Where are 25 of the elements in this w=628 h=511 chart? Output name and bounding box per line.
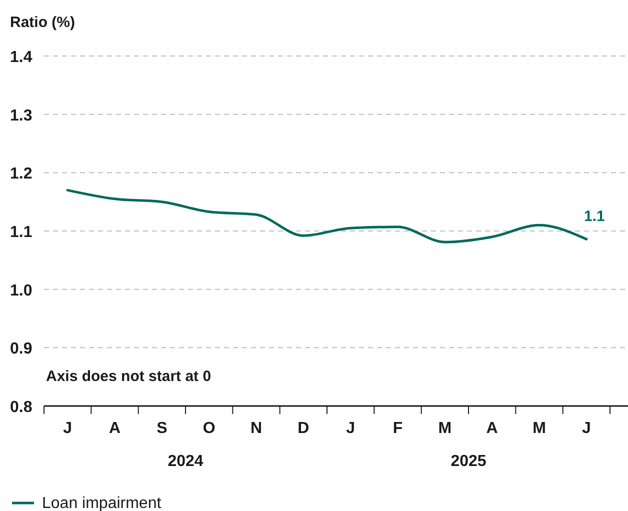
text: 2025 xyxy=(450,453,486,470)
x-tick-label: O xyxy=(202,420,216,437)
x-tick-label: N xyxy=(250,420,262,437)
data-label: 1.1 xyxy=(584,208,605,226)
y-axis-title: Ratio (%) xyxy=(10,14,75,31)
x-tick-label: M xyxy=(532,420,546,437)
y-tick-label: 0.9 xyxy=(10,340,32,358)
y-tick-label: 1.0 xyxy=(10,282,32,300)
y-tick-label: 1.1 xyxy=(10,224,32,241)
x-tick-label: J xyxy=(346,420,356,437)
legend-label: Loan impairment xyxy=(42,495,162,511)
y-tick-label: 0.8 xyxy=(10,399,32,416)
annotation: Axis does not start at 0 xyxy=(46,368,212,385)
y-tick-label: 1.4 xyxy=(10,49,32,66)
y-tick-label: 1.2 xyxy=(10,166,32,183)
text: 2024 xyxy=(168,453,204,470)
x-tick-label: M xyxy=(438,420,452,437)
x-tick-label: J xyxy=(582,420,591,437)
x-tick-label: F xyxy=(392,420,403,437)
x-tick-label: S xyxy=(156,420,168,437)
x-tick-label: A xyxy=(486,420,498,437)
x-tick-label: D xyxy=(298,420,310,437)
x-tick-label: J xyxy=(63,420,72,437)
y-tick-label: 1.3 xyxy=(10,107,32,124)
x-tick-label: A xyxy=(108,420,121,437)
